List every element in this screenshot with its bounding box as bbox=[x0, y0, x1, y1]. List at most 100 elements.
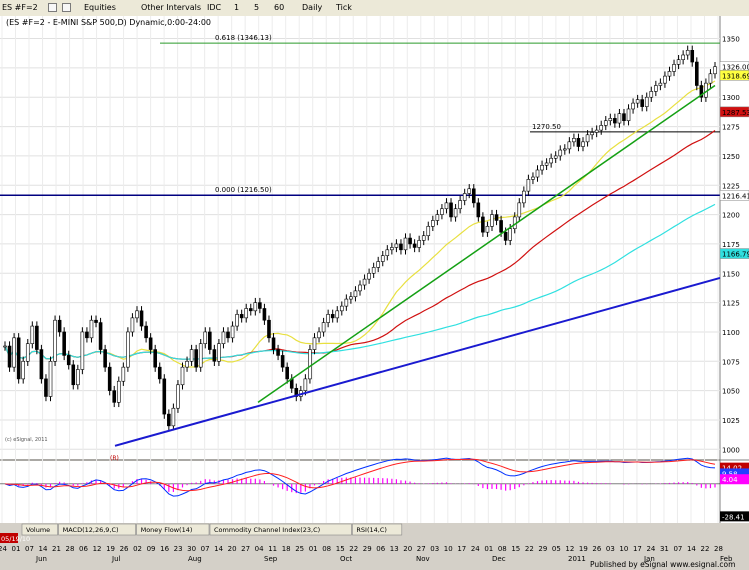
date-tick-label: 04 bbox=[255, 545, 264, 553]
tick-button[interactable]: Tick bbox=[336, 3, 352, 12]
candle-body bbox=[326, 314, 330, 323]
price-bars bbox=[3, 45, 717, 431]
candle-body bbox=[649, 91, 654, 98]
price-tick-label: 1050 bbox=[722, 388, 740, 396]
candle-body bbox=[522, 190, 526, 204]
date-tick-label: 22 bbox=[349, 545, 358, 553]
candle-body bbox=[658, 82, 663, 86]
chart-title: (ES #F=2 - E-MINI S&P 500,D) Dynamic,0:0… bbox=[6, 18, 211, 27]
candle-body bbox=[517, 202, 522, 218]
indicator-tab-label: RSI(14,C) bbox=[356, 526, 387, 534]
month-label: 2011 bbox=[568, 555, 586, 563]
price-badge bbox=[719, 248, 749, 259]
candle-body bbox=[321, 322, 326, 333]
date-tick-label: 06 bbox=[376, 545, 385, 553]
candle-body bbox=[157, 366, 162, 380]
candle-body bbox=[399, 243, 403, 251]
interval-1-button[interactable]: 1 bbox=[234, 3, 240, 12]
date-tick-label: 20 bbox=[403, 545, 412, 553]
candle-body bbox=[531, 176, 535, 180]
intervals-menu[interactable]: Other Intervals bbox=[141, 3, 202, 12]
candle-body bbox=[258, 302, 262, 309]
candle-body bbox=[7, 345, 12, 368]
candle-body bbox=[685, 49, 690, 56]
price-tick-label: 1350 bbox=[722, 36, 740, 44]
interval-5-button[interactable]: 5 bbox=[254, 3, 260, 12]
date-label: 05/19/10 bbox=[1, 535, 30, 543]
candle-body bbox=[153, 349, 157, 368]
candle-body bbox=[30, 325, 35, 344]
date-tick-label: 05 bbox=[552, 545, 561, 553]
date-tick-label: 03 bbox=[606, 545, 615, 553]
daily-button[interactable]: Daily bbox=[302, 3, 323, 12]
candle-body bbox=[449, 202, 453, 218]
candle-body bbox=[390, 247, 394, 251]
date-tick-label: 20 bbox=[228, 545, 237, 553]
interval-60-button[interactable]: 60 bbox=[274, 3, 285, 12]
indicator-tab[interactable] bbox=[209, 523, 352, 536]
candle-body bbox=[148, 337, 153, 350]
symbol-box[interactable]: ES #F=2 bbox=[2, 3, 38, 12]
month-label: Feb bbox=[720, 555, 733, 563]
moving-averages bbox=[4, 80, 716, 368]
candle-body bbox=[644, 96, 649, 107]
indicator-tab[interactable] bbox=[58, 523, 136, 536]
candle-body bbox=[194, 349, 198, 368]
candle-body bbox=[558, 149, 563, 157]
candle-body bbox=[713, 66, 717, 75]
date-tick-label: 28 bbox=[714, 545, 723, 553]
date-tick-label: 29 bbox=[538, 545, 547, 553]
price-badge-label: 1326.00 bbox=[722, 64, 749, 72]
candle-body bbox=[126, 331, 130, 368]
date-tick-label: 03 bbox=[430, 545, 439, 553]
date-tick-label: 14 bbox=[687, 545, 696, 553]
candle-body bbox=[76, 369, 80, 386]
date-tick-label: 01 bbox=[484, 545, 493, 553]
indicator-tab[interactable] bbox=[136, 523, 210, 536]
candle-body bbox=[80, 331, 85, 370]
blue-trendline bbox=[114, 277, 721, 447]
candle-body bbox=[549, 157, 553, 164]
date-tick-label: 30 bbox=[187, 545, 196, 553]
candle-body bbox=[694, 61, 699, 86]
idc-button[interactable]: IDC bbox=[207, 3, 222, 12]
candle-body bbox=[380, 255, 385, 262]
candle-body bbox=[594, 129, 599, 133]
sync-icon[interactable] bbox=[62, 3, 71, 12]
candle-body bbox=[66, 355, 71, 366]
indicator-tab[interactable] bbox=[352, 523, 403, 536]
date-tick-label: 14 bbox=[214, 545, 223, 553]
signal-line bbox=[4, 458, 716, 492]
candle-body bbox=[98, 322, 103, 350]
price-badge-label: 1287.53 bbox=[722, 109, 749, 117]
indicator-tab[interactable] bbox=[21, 523, 58, 536]
date-tick-label: 13 bbox=[390, 545, 399, 553]
candle-body bbox=[453, 208, 458, 218]
month-label: Jan bbox=[643, 555, 655, 563]
lock-icon[interactable] bbox=[48, 3, 57, 12]
candle-body bbox=[317, 331, 321, 339]
candle-body bbox=[603, 120, 608, 126]
date-tick-label: 31 bbox=[660, 545, 669, 553]
candle-body bbox=[16, 337, 21, 380]
trend-lines bbox=[114, 84, 721, 447]
candle-body bbox=[330, 314, 335, 319]
candle-body bbox=[412, 243, 417, 248]
equities-menu[interactable]: Equities bbox=[84, 3, 116, 12]
price-tick-label: 1150 bbox=[722, 270, 740, 278]
candle-body bbox=[408, 237, 412, 245]
month-label: Jun bbox=[35, 555, 47, 563]
candle-body bbox=[421, 235, 426, 241]
candle-body bbox=[613, 118, 617, 124]
candle-body bbox=[239, 314, 244, 319]
candle-body bbox=[230, 325, 235, 339]
candle-body bbox=[567, 141, 572, 150]
price-badge bbox=[719, 190, 749, 201]
candle-body bbox=[540, 165, 544, 171]
candle-body bbox=[626, 108, 631, 122]
candle-body bbox=[599, 125, 604, 131]
candle-body bbox=[48, 360, 53, 397]
candle-body bbox=[57, 319, 62, 333]
price-chart: 24 01 07 14 21 28 06 12 19 26 02 09 16 23 30 07 14 20 27 04… bbox=[0, 16, 749, 569]
